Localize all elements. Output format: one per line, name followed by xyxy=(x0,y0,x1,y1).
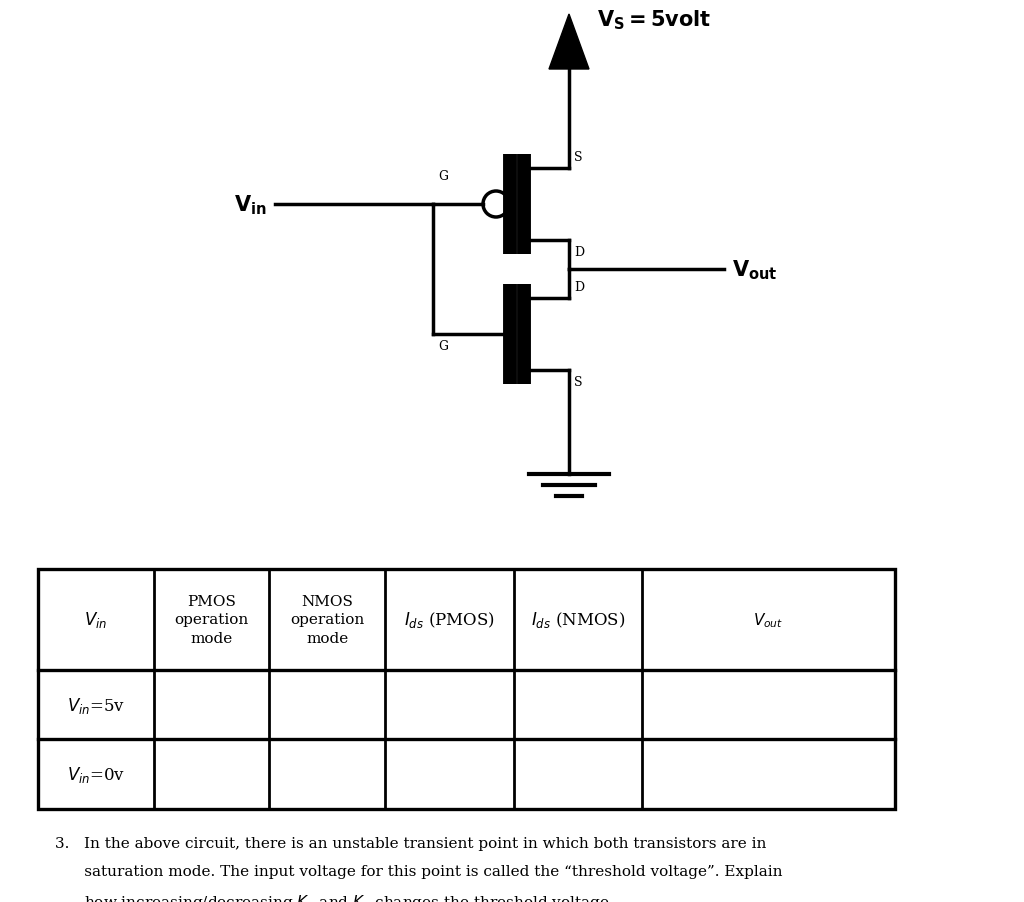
Text: $V_{in}$: $V_{in}$ xyxy=(84,610,108,630)
Text: G: G xyxy=(438,170,449,183)
Text: $\mathbf{V_{in}}$: $\mathbf{V_{in}}$ xyxy=(234,193,267,216)
Text: $V_{in}$=0v: $V_{in}$=0v xyxy=(67,764,125,785)
Text: how increasing/decreasing $K_n$ and $K_p$ changes the threshold voltage.: how increasing/decreasing $K_n$ and $K_p… xyxy=(55,892,613,902)
Text: 3.   In the above circuit, there is an unstable transient point in which both tr: 3. In the above circuit, there is an uns… xyxy=(55,836,766,850)
Text: $I_{ds}$ (PMOS): $I_{ds}$ (PMOS) xyxy=(403,610,495,630)
Text: D: D xyxy=(574,245,584,259)
Bar xyxy=(38,569,895,809)
Text: S: S xyxy=(574,151,583,164)
Text: $V_{in}$=5v: $V_{in}$=5v xyxy=(67,695,125,714)
Text: $\mathbf{V_{out}}$: $\mathbf{V_{out}}$ xyxy=(732,258,777,281)
Text: $I_{ds}$ (NMOS): $I_{ds}$ (NMOS) xyxy=(530,610,625,630)
Text: S: S xyxy=(574,375,583,389)
Text: NMOS
operation
mode: NMOS operation mode xyxy=(290,594,365,645)
Text: PMOS
operation
mode: PMOS operation mode xyxy=(174,594,249,645)
Text: D: D xyxy=(574,281,584,294)
Text: $V_{out}$: $V_{out}$ xyxy=(754,611,783,629)
Polygon shape xyxy=(549,15,589,70)
Text: G: G xyxy=(438,340,449,353)
Text: $\mathbf{V_S=5volt}$: $\mathbf{V_S=5volt}$ xyxy=(597,8,712,32)
Text: saturation mode. The input voltage for this point is called the “threshold volta: saturation mode. The input voltage for t… xyxy=(55,864,782,878)
